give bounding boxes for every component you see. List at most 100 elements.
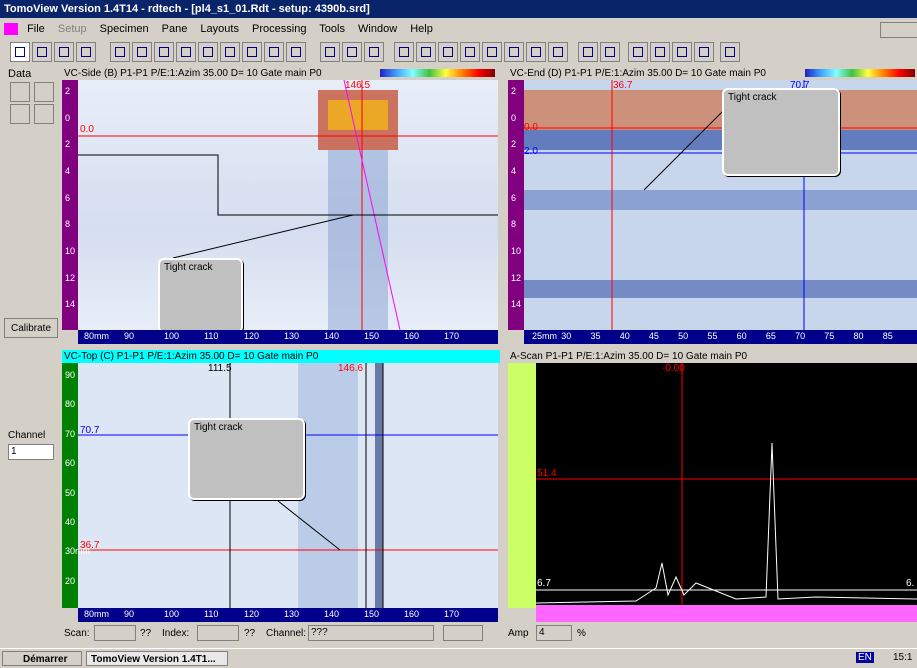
top-y-ticks-label: 60 (65, 458, 76, 469)
language-indicator[interactable]: EN (856, 652, 874, 663)
taskbar-app-button[interactable]: TomoView Version 1.4T1... (86, 651, 228, 666)
channel-label: Channel (8, 430, 46, 441)
top-cursor-x2-label: 146.6 (338, 363, 364, 374)
side-image (78, 80, 498, 330)
extra-status-field (443, 625, 483, 641)
top-x-ticks-label: 100 (164, 609, 180, 619)
ascan-x-ruler (536, 605, 917, 622)
amp-field: 4 (536, 625, 572, 641)
start-button[interactable]: Démarrer (2, 651, 82, 666)
view-b-button[interactable] (416, 42, 436, 62)
magnify-button[interactable] (578, 42, 598, 62)
menu-setup[interactable]: Setup (57, 23, 87, 35)
end-y-ruler (508, 80, 524, 330)
top-cursor-y-label: 70.7 (80, 425, 100, 436)
chart-button[interactable] (320, 42, 340, 62)
open-button[interactable] (342, 42, 362, 62)
menu-file[interactable]: File (27, 23, 45, 35)
calibrate-button[interactable]: Calibrate (4, 318, 58, 338)
app-menu-icon[interactable] (4, 23, 18, 36)
index-unit: ?? (244, 628, 256, 639)
palette-button[interactable] (526, 42, 546, 62)
ascan-svg (536, 363, 917, 605)
layout-3-button[interactable] (154, 42, 174, 62)
layout-9-button[interactable] (286, 42, 306, 62)
side-y-ticks-label: 10 (65, 246, 76, 256)
waveform-button[interactable] (364, 42, 384, 62)
top-x-ticks-label: 120 (244, 609, 260, 619)
view-d-button[interactable] (460, 42, 480, 62)
layout-6-button[interactable] (220, 42, 240, 62)
end-x-ticks-label: 40 (619, 331, 630, 341)
toolbar (0, 40, 917, 64)
zoom-tool-button[interactable] (10, 42, 30, 62)
end-x-ticks-label: 65 (765, 331, 776, 341)
channel-status-field: ??? (308, 625, 434, 641)
menu-pane[interactable]: Pane (161, 23, 188, 35)
end-y-ticks-label: 0 (511, 112, 517, 123)
side-y-ticks-label: 0 (65, 112, 71, 123)
layout-7-button[interactable] (242, 42, 262, 62)
channel-spinner[interactable]: 1 (8, 444, 54, 460)
end-y-ticks-label: 8 (511, 219, 517, 230)
save-icon[interactable] (10, 82, 30, 102)
menu-layouts[interactable]: Layouts (200, 23, 239, 35)
view-a-button[interactable] (394, 42, 414, 62)
view-f-button[interactable] (504, 42, 524, 62)
end-x-ticks-label: 55 (707, 331, 718, 341)
end-x-ticks-label: 30 (561, 331, 572, 341)
side-x-ticks-label: 140 (324, 331, 340, 341)
measure-button[interactable] (600, 42, 620, 62)
side-y-ticks-label: 8 (65, 219, 71, 230)
side-y-ticks-label: 2 (65, 86, 71, 96)
end-y-ticks-label: 12 (511, 272, 522, 283)
properties-icon[interactable] (34, 104, 54, 124)
end-palette (805, 69, 915, 77)
open-folder-icon[interactable] (34, 82, 54, 102)
menu-help[interactable]: Help (410, 23, 433, 35)
top-annotation[interactable]: Tight crack (188, 418, 305, 500)
end-y-ticks-label: 14 (511, 299, 522, 310)
end-annotation[interactable]: Tight crack (722, 88, 840, 176)
end-x-ticks-label: 25mm (532, 331, 558, 341)
layout-8-button[interactable] (264, 42, 284, 62)
cursor-3-button[interactable] (672, 42, 692, 62)
hand-tool-button[interactable] (54, 42, 74, 62)
menu-window[interactable]: Window (358, 23, 398, 35)
end-x-ticks-label: 45 (648, 331, 659, 341)
end-x-ticks-label: 80 (853, 331, 864, 341)
index-field (197, 625, 239, 641)
top-x-ticks-label: 170 (444, 609, 460, 619)
layout-4-button[interactable] (176, 42, 196, 62)
ascan-pane-title[interactable]: A-Scan P1-P1 P/E:1:Azim 35.00 D= 10 Gate… (508, 350, 917, 363)
menu-processing[interactable]: Processing (252, 23, 307, 35)
end-y-ticks-label: 4 (511, 166, 517, 176)
report-button[interactable] (720, 42, 740, 62)
index-label: Index: (162, 628, 190, 639)
cursor-1-button[interactable] (628, 42, 648, 62)
layout-1-button[interactable] (110, 42, 130, 62)
line-tool-button[interactable] (32, 42, 52, 62)
select-tool-button[interactable] (76, 42, 96, 62)
gate-button[interactable] (548, 42, 568, 62)
top-pane-title[interactable]: VC-Top (C) P1-P1 P/E:1:Azim 35.00 D= 10 … (62, 350, 500, 363)
view-e-button[interactable] (482, 42, 502, 62)
menu-tools[interactable]: Tools (319, 23, 345, 35)
layout-5-button[interactable] (198, 42, 218, 62)
top-x-ticks-label: 110 (204, 609, 219, 619)
ascan-cursor-x-label: -0.00 (662, 363, 685, 374)
print-icon[interactable] (10, 104, 30, 124)
top-x-ticks-label: 80mm (84, 609, 110, 619)
cursor-4-button[interactable] (694, 42, 714, 62)
side-annotation[interactable]: Tight crack (158, 258, 243, 333)
menu-specimen[interactable]: Specimen (99, 23, 149, 35)
cursor-2-button[interactable] (650, 42, 670, 62)
view-c-button[interactable] (438, 42, 458, 62)
scan-label: Scan: (64, 628, 90, 639)
layout-2-button[interactable] (132, 42, 152, 62)
window-controls[interactable] (880, 22, 917, 38)
top-cursor-x-label: 111.5 (208, 363, 232, 374)
top-x-ticks-label: 150 (364, 609, 380, 619)
side-x-ticks-label: 110 (204, 331, 219, 341)
end-y-ticks-label: 6 (511, 192, 517, 203)
